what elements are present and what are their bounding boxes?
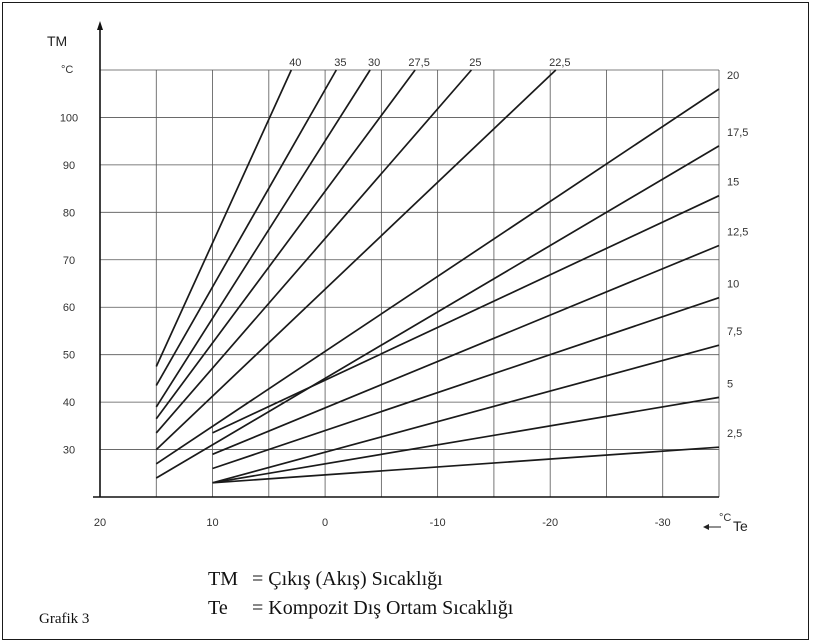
y-tick-label: 50 bbox=[63, 350, 75, 362]
x-tick-label: 10 bbox=[206, 517, 218, 529]
y-tick-label: 30 bbox=[63, 445, 75, 457]
heating-curve bbox=[155, 69, 416, 420]
legend-symbol-te: Te bbox=[208, 597, 228, 619]
curve-label: 15 bbox=[727, 177, 739, 189]
curve-label: 5 bbox=[727, 378, 733, 390]
x-tick-label: 20 bbox=[94, 517, 106, 529]
curve-labels: 40 35 30 27,5 25 22,5 20 17,5 15 12,5 10 7,5 5 2,5 bbox=[289, 57, 748, 440]
curve-label: 30 bbox=[368, 57, 380, 69]
axes bbox=[93, 21, 719, 498]
heating-curve bbox=[212, 396, 720, 484]
heating-curve bbox=[155, 69, 473, 434]
curve-label: 35 bbox=[334, 57, 346, 69]
curve-label: 27,5 bbox=[408, 57, 429, 69]
x-tick-label: -30 bbox=[655, 517, 671, 529]
curve-label: 25 bbox=[469, 57, 481, 69]
legend-text-tm: = Çıkış (Akış) Sıcaklığı bbox=[252, 568, 443, 590]
x-tick-label: -10 bbox=[430, 517, 446, 529]
y-tick-label: 100 bbox=[60, 112, 78, 124]
curve-label: 12,5 bbox=[727, 227, 748, 239]
x-axis-arrowhead bbox=[703, 524, 709, 530]
y-tick-label: 70 bbox=[63, 255, 75, 267]
legend-row-tm: TM = Çıkış (Akış) Sıcaklığı bbox=[208, 568, 443, 591]
curve-label: 10 bbox=[727, 279, 739, 291]
x-tick-label: 0 bbox=[322, 517, 328, 529]
y-axis-unit: °C bbox=[61, 64, 73, 76]
heating-curve bbox=[212, 344, 720, 484]
legend-row-te: Te = Kompozit Dış Ortam Sıcaklığı bbox=[208, 597, 513, 620]
legend-text-te: = Kompozit Dış Ortam Sıcaklığı bbox=[252, 597, 514, 619]
x-tick-label: -20 bbox=[542, 517, 558, 529]
y-tick-label: 80 bbox=[63, 207, 75, 219]
heating-curve bbox=[155, 69, 557, 451]
y-axis-title: TM bbox=[47, 33, 67, 49]
heating-curve bbox=[155, 69, 293, 367]
heating-curve bbox=[212, 296, 720, 470]
figure-caption: Grafik 3 bbox=[39, 611, 90, 627]
y-tick-label: 90 bbox=[63, 160, 75, 172]
legend-symbol-tm: TM bbox=[208, 568, 238, 590]
x-axis-title: Te bbox=[733, 518, 748, 534]
heating-curve bbox=[155, 88, 720, 465]
curve-label: 40 bbox=[289, 57, 301, 69]
heating-curve bbox=[155, 69, 371, 408]
curve-series bbox=[155, 69, 720, 484]
heating-curve bbox=[212, 194, 720, 434]
y-tick-label: 40 bbox=[63, 397, 75, 409]
curve-label: 2,5 bbox=[727, 428, 742, 440]
heating-curve bbox=[212, 446, 720, 484]
curve-label: 20 bbox=[727, 70, 739, 82]
heating-curve bbox=[155, 145, 720, 479]
y-tick-label: 60 bbox=[63, 302, 75, 314]
heating-curve bbox=[212, 244, 720, 456]
curve-label: 17,5 bbox=[727, 127, 748, 139]
curve-label: 7,5 bbox=[727, 326, 742, 338]
y-axis-arrowhead bbox=[97, 21, 103, 30]
x-axis-unit: °C bbox=[719, 512, 731, 524]
heating-curve bbox=[155, 69, 338, 386]
curve-label: 22,5 bbox=[549, 57, 570, 69]
